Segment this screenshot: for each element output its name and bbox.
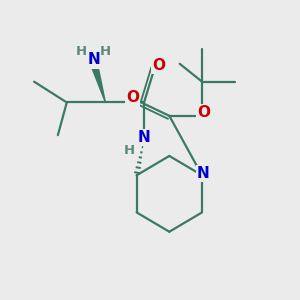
Text: O: O <box>152 58 165 73</box>
Text: O: O <box>126 91 139 106</box>
Text: N: N <box>87 52 100 68</box>
Text: N: N <box>138 130 150 145</box>
Text: O: O <box>197 105 210 120</box>
Text: H: H <box>76 45 87 58</box>
Polygon shape <box>90 61 105 102</box>
Text: H: H <box>99 45 110 58</box>
Text: N: N <box>197 166 210 181</box>
Text: H: H <box>124 144 135 158</box>
